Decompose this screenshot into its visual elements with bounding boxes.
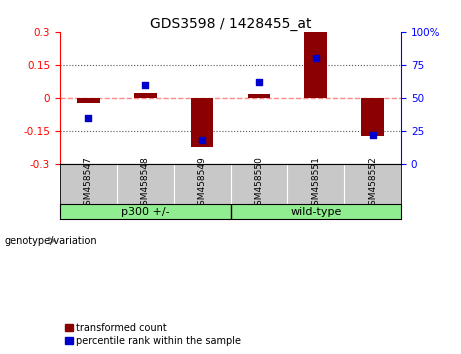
Text: GSM458550: GSM458550	[254, 156, 263, 211]
Text: GSM458552: GSM458552	[368, 156, 377, 211]
Legend: transformed count, percentile rank within the sample: transformed count, percentile rank withi…	[65, 323, 242, 346]
Point	[198, 137, 206, 143]
Text: genotype/variation: genotype/variation	[5, 236, 97, 246]
Bar	[191, 98, 213, 147]
Point	[369, 132, 376, 138]
Point	[312, 56, 319, 61]
Text: GSM458549: GSM458549	[198, 156, 207, 211]
Text: p300 +/-: p300 +/-	[121, 206, 170, 217]
Bar	[77, 98, 100, 103]
Text: wild-type: wild-type	[290, 206, 342, 217]
Bar	[134, 93, 157, 98]
Point	[85, 115, 92, 121]
Point	[255, 79, 263, 85]
Text: GSM458547: GSM458547	[84, 156, 93, 211]
Bar	[304, 32, 327, 98]
Bar	[361, 98, 384, 136]
Point	[142, 82, 149, 87]
Bar	[248, 94, 270, 98]
Title: GDS3598 / 1428455_at: GDS3598 / 1428455_at	[150, 17, 311, 31]
Text: GSM458548: GSM458548	[141, 156, 150, 211]
Text: GSM458551: GSM458551	[311, 156, 320, 211]
